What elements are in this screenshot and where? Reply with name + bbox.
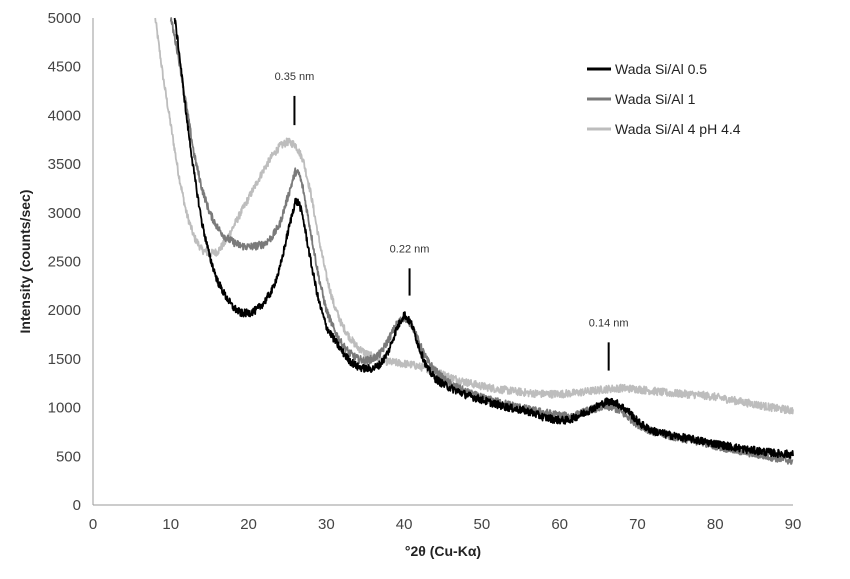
x-tick-label: 60: [551, 516, 568, 533]
x-tick-label: 40: [396, 516, 413, 533]
x-tick-label: 0: [89, 516, 97, 533]
peak-label: 0.22 nm: [390, 243, 430, 255]
y-tick-label: 5000: [48, 10, 81, 27]
legend: Wada Si/Al 0.5 Wada Si/Al 1 Wada Si/Al 4 p…: [587, 61, 741, 137]
y-tick-label: 3500: [48, 156, 81, 173]
y-tick-label: 2000: [48, 302, 81, 319]
peak-label: 0.35 nm: [275, 71, 315, 83]
y-tick-label: 0: [73, 497, 81, 514]
legend-label: Wada Si/Al 0.5: [615, 61, 707, 77]
x-tick-label: 70: [629, 516, 646, 533]
y-tick-label: 3000: [48, 205, 81, 222]
x-tick-label: 10: [162, 516, 179, 533]
y-tick-label: 1500: [48, 351, 81, 368]
legend-label: Wada Si/Al 4 pH 4.4: [615, 121, 741, 137]
peak-label: 0.14 nm: [589, 317, 629, 329]
series-line-3: [154, 17, 794, 415]
peak-annotations: 0.35 nm 0.22 nm 0.14 nm: [275, 71, 629, 371]
y-tick-label: 500: [56, 448, 81, 465]
x-tick-label: 80: [707, 516, 724, 533]
x-tick-label: 90: [785, 516, 802, 533]
x-tick-label: 50: [474, 516, 491, 533]
y-tick-label: 4000: [48, 107, 81, 124]
x-tick-label: 20: [240, 516, 257, 533]
x-tick-label: 30: [318, 516, 335, 533]
y-axis-title: Intensity (counts/sec): [17, 190, 33, 334]
y-tick-labels: 0 500 1000 1500 2000 2500 3000 3500 4000 4500 5000: [48, 10, 81, 514]
x-axis-title: °2θ (Cu-Kα): [405, 543, 481, 559]
legend-label: Wada Si/Al 1: [615, 91, 696, 107]
y-tick-label: 4500: [48, 59, 81, 76]
plot-lines: [154, 17, 794, 465]
x-tick-labels: 0 10 20 30 40 50 60 70 80 90: [89, 516, 802, 533]
series-line-1: [173, 17, 794, 459]
y-tick-label: 1000: [48, 400, 81, 417]
y-tick-label: 2500: [48, 254, 81, 271]
